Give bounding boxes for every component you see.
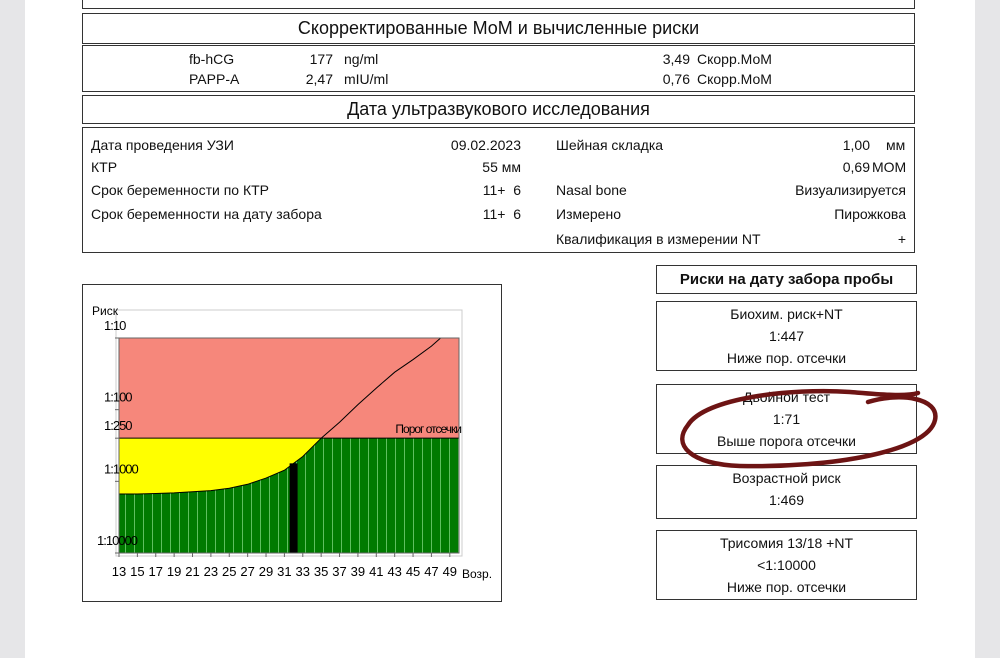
field-label: КТР: [91, 159, 118, 175]
ultrasound-table: Дата проведения УЗИ 09.02.2023 КТР 55 мм Сро…: [82, 127, 915, 253]
marker: fb-hCG: [189, 51, 235, 67]
risk-name: Биохим. риск+NT: [730, 306, 843, 322]
field-value: 55 мм: [482, 159, 521, 175]
mom-label: Скорр.МоМ: [697, 71, 772, 87]
field-value: Пирожкова: [834, 206, 906, 222]
mom-value: 0,76: [662, 71, 690, 87]
mom-title: Скорректированные МоМ и вычисленные риск…: [82, 13, 915, 44]
unit: mIU/ml: [344, 71, 389, 87]
x-tick-label: 17: [149, 564, 163, 579]
x-tick-label: 25: [222, 564, 236, 579]
plot-border: [118, 337, 460, 554]
high-zone: [119, 338, 459, 439]
x-tick-label: 15: [130, 564, 144, 579]
field-value: Визуализируется: [795, 182, 906, 198]
y-tick-label: 1:10000: [97, 533, 138, 548]
unit: ng/ml: [344, 51, 379, 67]
mom-label: Скорр.МоМ: [697, 51, 772, 67]
x-tick-label: 33: [296, 564, 310, 579]
x-tick-label: 43: [387, 564, 401, 579]
prev-box: [82, 0, 915, 9]
y-tick-label: 1:10: [104, 318, 126, 333]
y-axis-label: Риск: [92, 304, 119, 318]
x-tick-label: 27: [240, 564, 254, 579]
x-tick-label: 13: [112, 564, 126, 579]
marker: PAPP-A: [189, 71, 240, 87]
threshold-label: Порог отсечки: [395, 422, 461, 436]
field-label: Дата проведения УЗИ: [91, 137, 234, 153]
mom-value: 3,49: [662, 51, 690, 67]
value: 2,47: [305, 71, 333, 87]
field-label: Nasal bone: [556, 182, 627, 198]
x-tick-label: 41: [369, 564, 383, 579]
y-tick-label: 1:1000: [104, 461, 139, 476]
x-axis-label: Возр.: [462, 567, 492, 581]
field-value: 11+ 6: [482, 206, 521, 222]
risk-name: Трисомия 13/18 +NT: [720, 535, 853, 551]
field-label: Квалификация в измерении NT: [556, 231, 761, 247]
risk-value: 1:71: [772, 411, 801, 427]
field-unit: мм: [886, 137, 906, 153]
field-label: Срок беременности по КТР: [91, 182, 270, 198]
x-tick-label: 37: [332, 564, 346, 579]
risk-value: 1:469: [768, 492, 805, 508]
x-tick-label: 49: [443, 564, 457, 579]
risk-verdict: Ниже пор. отсечки: [726, 350, 847, 366]
x-tick-label: 19: [167, 564, 181, 579]
patient-age-bar: [289, 463, 298, 553]
risk-verdict: Ниже пор. отсечки: [726, 579, 847, 595]
ultrasound-title: Дата ультразвукового исследования: [82, 95, 915, 124]
risk-name: Возрастной риск: [732, 470, 841, 486]
field-value: 1,00: [842, 137, 870, 153]
x-tick-label: 31: [277, 564, 291, 579]
hand-drawn-circle: [680, 388, 938, 469]
x-tick-label: 39: [351, 564, 365, 579]
y-tick-label: 1:100: [104, 390, 132, 405]
x-tick-label: 35: [314, 564, 328, 579]
field-unit: МОМ: [872, 159, 907, 175]
risk-verdict: Выше порога отсечки: [716, 433, 856, 449]
value: 177: [309, 51, 333, 67]
x-tick-label: 47: [424, 564, 438, 579]
risk-box: Трисомия 13/18 +NT <1:10000 Ниже пор. отсе…: [656, 530, 917, 600]
risk-value: 1:447: [768, 328, 805, 344]
risk-curve: [119, 337, 441, 495]
field-label: Срок беременности на дату забора: [91, 206, 322, 222]
mom-table: fb-hCG 177 ng/ml 3,49 Скорр.МоМ PAPP-A 2,47 mIU…: [82, 45, 915, 92]
x-tick-label: 45: [406, 564, 420, 579]
x-tick-label: 23: [204, 564, 218, 579]
risk-area: [119, 438, 459, 553]
risks-title: Риски на дату забора пробы: [656, 265, 917, 294]
field-label: Измерено: [556, 206, 621, 222]
y-tick-label: 1:250: [104, 418, 132, 433]
risk-box: Биохим. риск+NT 1:447 Ниже пор. отсечки: [656, 301, 917, 371]
x-tick-label: 29: [259, 564, 273, 579]
field-value: +: [897, 231, 906, 247]
field-value: 0,69: [842, 159, 870, 175]
field-value: 11+ 6: [482, 182, 521, 198]
x-tick-label: 21: [185, 564, 199, 579]
field-label: Шейная складка: [556, 137, 664, 153]
risk-value: <1:10000: [757, 557, 816, 573]
field-value: 09.02.2023: [450, 137, 521, 153]
